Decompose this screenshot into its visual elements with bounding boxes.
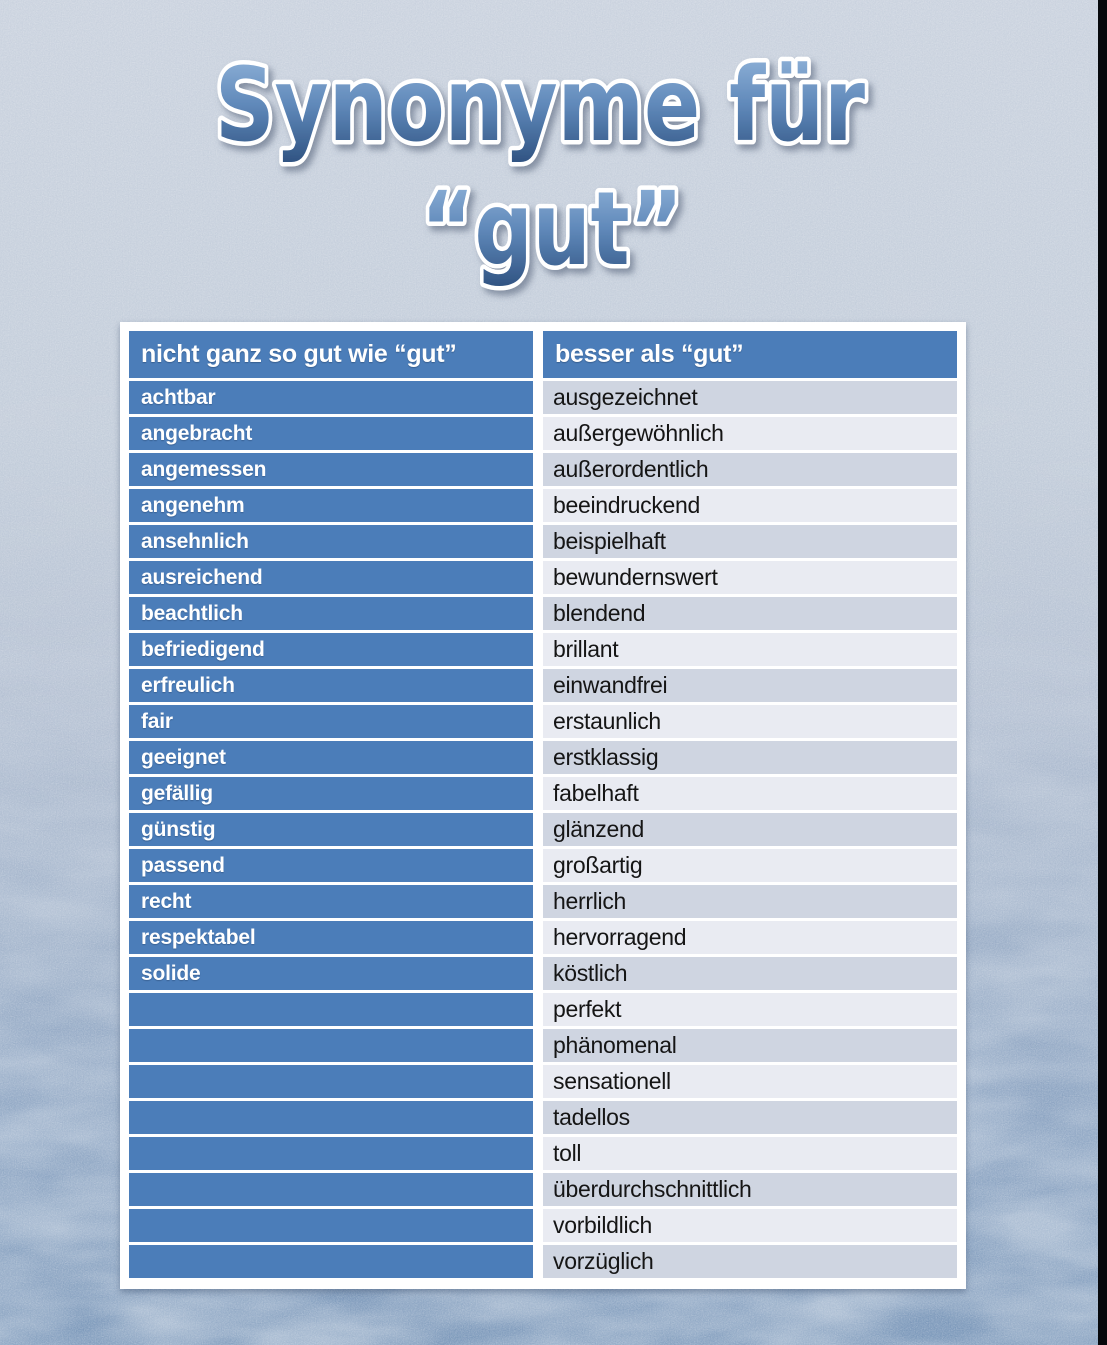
left-word-cell: erfreulich — [129, 669, 533, 702]
left-word-cell: recht — [129, 885, 533, 918]
left-word-cell: ausreichend — [129, 561, 533, 594]
right-word-cell: beispielhaft — [543, 525, 957, 558]
right-word-cell: blendend — [543, 597, 957, 630]
right-word-cell: außergewöhnlich — [543, 417, 957, 450]
column-header-better-than: besser als “gut” — [543, 331, 957, 378]
right-word-cell: sensationell — [543, 1065, 957, 1098]
left-word-cell: passend — [129, 849, 533, 882]
left-word-cell — [129, 993, 533, 1026]
right-word-cell: hervorragend — [543, 921, 957, 954]
left-word-cell: angebracht — [129, 417, 533, 450]
left-word-cell — [129, 1209, 533, 1242]
left-word-cell: achtbar — [129, 381, 533, 414]
left-word-cell: angemessen — [129, 453, 533, 486]
left-word-cell: ansehnlich — [129, 525, 533, 558]
right-word-cell: erstaunlich — [543, 705, 957, 738]
right-word-cell: köstlich — [543, 957, 957, 990]
left-word-cell: geeignet — [129, 741, 533, 774]
page-title: Synonyme für “gut” — [211, 42, 870, 294]
left-word-cell: respektabel — [129, 921, 533, 954]
right-word-cell: herrlich — [543, 885, 957, 918]
left-word-cell — [129, 1065, 533, 1098]
left-word-cell — [129, 1245, 533, 1278]
title-line2: “gut” — [421, 170, 683, 289]
right-word-cell: brillant — [543, 633, 957, 666]
right-word-cell: einwandfrei — [543, 669, 957, 702]
right-word-cell: phänomenal — [543, 1029, 957, 1062]
photo-edge-strip — [1098, 0, 1107, 1345]
right-word-cell: großartig — [543, 849, 957, 882]
right-word-cell: überdurchschnittlich — [543, 1173, 957, 1206]
left-word-cell — [129, 1137, 533, 1170]
left-word-cell: beachtlich — [129, 597, 533, 630]
right-word-cell: vorzüglich — [543, 1245, 957, 1278]
right-word-cell: perfekt — [543, 993, 957, 1026]
right-word-cell: beeindruckend — [543, 489, 957, 522]
left-word-cell — [129, 1029, 533, 1062]
left-word-cell — [129, 1173, 533, 1206]
right-word-cell: ausgezeichnet — [543, 381, 957, 414]
table-panel: nicht ganz so gut wie “gut” besser als “… — [120, 322, 966, 1289]
right-word-cell: glänzend — [543, 813, 957, 846]
right-word-cell: fabelhaft — [543, 777, 957, 810]
left-word-cell: günstig — [129, 813, 533, 846]
title-line1: Synonyme für — [215, 46, 865, 165]
left-word-cell: solide — [129, 957, 533, 990]
right-word-cell: bewundernswert — [543, 561, 957, 594]
right-word-cell: außerordentlich — [543, 453, 957, 486]
left-word-cell: befriedigend — [129, 633, 533, 666]
right-word-cell: tadellos — [543, 1101, 957, 1134]
right-word-cell: toll — [543, 1137, 957, 1170]
left-word-cell: fair — [129, 705, 533, 738]
column-header-not-as-good: nicht ganz so gut wie “gut” — [129, 331, 533, 378]
right-word-cell: vorbildlich — [543, 1209, 957, 1242]
left-word-cell: angenehm — [129, 489, 533, 522]
left-word-cell — [129, 1101, 533, 1134]
right-word-cell: erstklassig — [543, 741, 957, 774]
synonym-table: nicht ganz so gut wie “gut” besser als “… — [129, 331, 957, 1278]
left-word-cell: gefällig — [129, 777, 533, 810]
